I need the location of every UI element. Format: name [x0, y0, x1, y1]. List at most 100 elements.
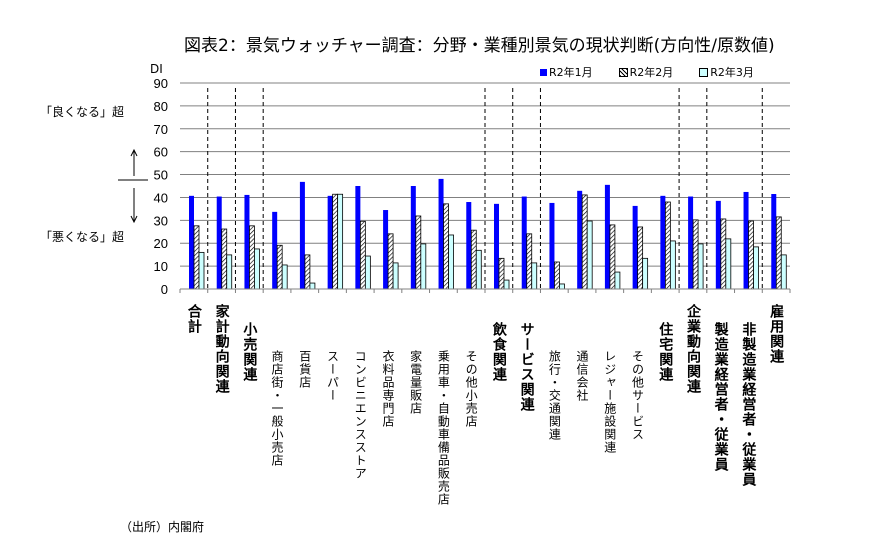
x-category-label: 百貨店: [297, 350, 312, 389]
bar-R2年1月: [549, 202, 555, 289]
x-category-label: 非製造業経営者・従業員: [740, 322, 757, 487]
y-tick-label: 80: [154, 99, 168, 114]
y-axis-label: DI: [150, 62, 163, 76]
x-category-label: 家電量販店: [408, 350, 423, 415]
x-category-label: 住宅関連: [657, 322, 674, 382]
bar-R2年2月: [664, 201, 671, 290]
bar-R2年2月: [720, 218, 727, 290]
bar-R2年2月: [359, 220, 366, 290]
bar-R2年1月: [244, 194, 250, 289]
bar-R2年3月: [226, 254, 233, 290]
bar-R2年1月: [743, 191, 749, 289]
bar-R2年2月: [276, 244, 283, 290]
legend-item: R2年2月: [618, 64, 674, 80]
bar-R2年1月: [632, 205, 638, 289]
bar-R2年3月: [309, 282, 316, 290]
x-category-label: レジャー施設関連: [602, 350, 617, 454]
bar-R2年1月: [521, 196, 527, 289]
bar-R2年2月: [387, 233, 394, 290]
bar-R2年2月: [609, 224, 616, 290]
x-category-label: 製造業経営者・従業員: [712, 322, 729, 472]
bar-R2年1月: [299, 181, 305, 289]
x-category-label: 商店街・一般小売店: [270, 350, 285, 467]
bar-R2年2月: [554, 261, 560, 290]
y-tick-label: 10: [154, 259, 168, 274]
x-category-label: 企業動向関連: [684, 304, 701, 394]
bar-R2年3月: [614, 271, 621, 290]
x-category-label: 乗用車・自動車備品販売店: [436, 350, 451, 506]
bar-R2年2月: [443, 203, 449, 290]
legend-swatch: [540, 68, 547, 76]
bar-R2年1月: [383, 210, 389, 289]
bar-R2年1月: [410, 186, 416, 289]
legend-swatch: [699, 67, 709, 77]
direction-arrows: [118, 148, 148, 224]
bar-R2年2月: [332, 193, 339, 290]
bar-R2年2月: [249, 225, 255, 290]
y-tick-label: 70: [154, 122, 168, 137]
bar-R2年1月: [438, 178, 444, 289]
x-category-label: 合計: [185, 304, 202, 334]
bar-R2年3月: [559, 283, 565, 290]
bar-R2年1月: [715, 200, 721, 289]
bar-R2年2月: [692, 219, 699, 290]
x-category-label: 通信会社: [575, 350, 590, 402]
bar-R2年3月: [364, 255, 371, 290]
bar-R2年1月: [660, 195, 666, 289]
legend-item: R2年3月: [699, 64, 754, 80]
bar-R2年3月: [531, 262, 538, 290]
better-annotation: 「良くなる」超: [40, 105, 125, 119]
x-category-label: 家計動向関連: [213, 304, 230, 394]
x-category-label: スーパー: [325, 350, 340, 402]
x-category-label: コンビニエンスストア: [353, 350, 368, 480]
y-tick-label: 50: [154, 168, 168, 183]
bar-R2年1月: [355, 186, 361, 289]
bar-R2年3月: [254, 248, 260, 290]
chart-title: 図表2：景気ウォッチャー調査：分野・業種別景気の現状判断(方向性/原数値): [184, 36, 775, 56]
bar-R2年2月: [470, 229, 477, 290]
bar-R2年2月: [498, 257, 505, 290]
legend-label: R2年1月: [549, 66, 593, 79]
y-tick-label: 40: [154, 190, 168, 205]
legend-label: R2年3月: [710, 66, 754, 79]
y-tick-label: 60: [154, 145, 168, 160]
bar-R2年3月: [448, 234, 454, 290]
bar-R2年3月: [475, 249, 482, 290]
bar-R2年2月: [221, 228, 228, 290]
x-category-label: サービス関連: [518, 322, 535, 412]
bar-R2年1月: [577, 190, 583, 289]
bar-R2年2月: [304, 254, 311, 290]
bar-R2年1月: [771, 194, 777, 289]
source-note: （出所）内閣府: [120, 520, 205, 534]
bar-R2年1月: [604, 184, 610, 289]
bar-R2年1月: [272, 211, 278, 289]
bar-R2年2月: [415, 215, 422, 290]
y-tick-label: 90: [154, 76, 168, 91]
x-category-label: 小売関連: [241, 322, 258, 382]
worse-annotation: 「悪くなる」超: [40, 230, 125, 244]
x-category-label: その他小売店: [464, 350, 479, 428]
bar-R2年2月: [637, 226, 644, 290]
legend-label: R2年2月: [629, 66, 674, 79]
bar-R2年2月: [581, 194, 588, 290]
bar-R2年1月: [688, 196, 694, 289]
bar-R2年3月: [725, 238, 732, 290]
bar-R2年3月: [198, 251, 205, 290]
bar-R2年1月: [189, 195, 194, 289]
x-category-label: 衣料品専門店: [380, 350, 395, 428]
bar-R2年3月: [281, 264, 288, 290]
bar-R2年3月: [780, 254, 787, 290]
bar-R2年3月: [420, 243, 427, 290]
bar-R2年3月: [337, 193, 344, 290]
bar-R2年1月: [466, 202, 472, 289]
x-category-label: その他サービス: [630, 350, 645, 441]
bar-R2年1月: [327, 195, 333, 289]
bar-R2年3月: [392, 262, 399, 290]
bar-R2年3月: [697, 243, 704, 290]
legend: R2年1月 R2年2月 R2年3月: [540, 64, 754, 80]
x-category-label: 飲食関連: [490, 322, 507, 382]
y-tick-label: 0: [161, 282, 168, 297]
bar-R2年3月: [503, 279, 510, 290]
bar-R2年2月: [193, 225, 200, 290]
bar-R2年1月: [216, 196, 222, 289]
